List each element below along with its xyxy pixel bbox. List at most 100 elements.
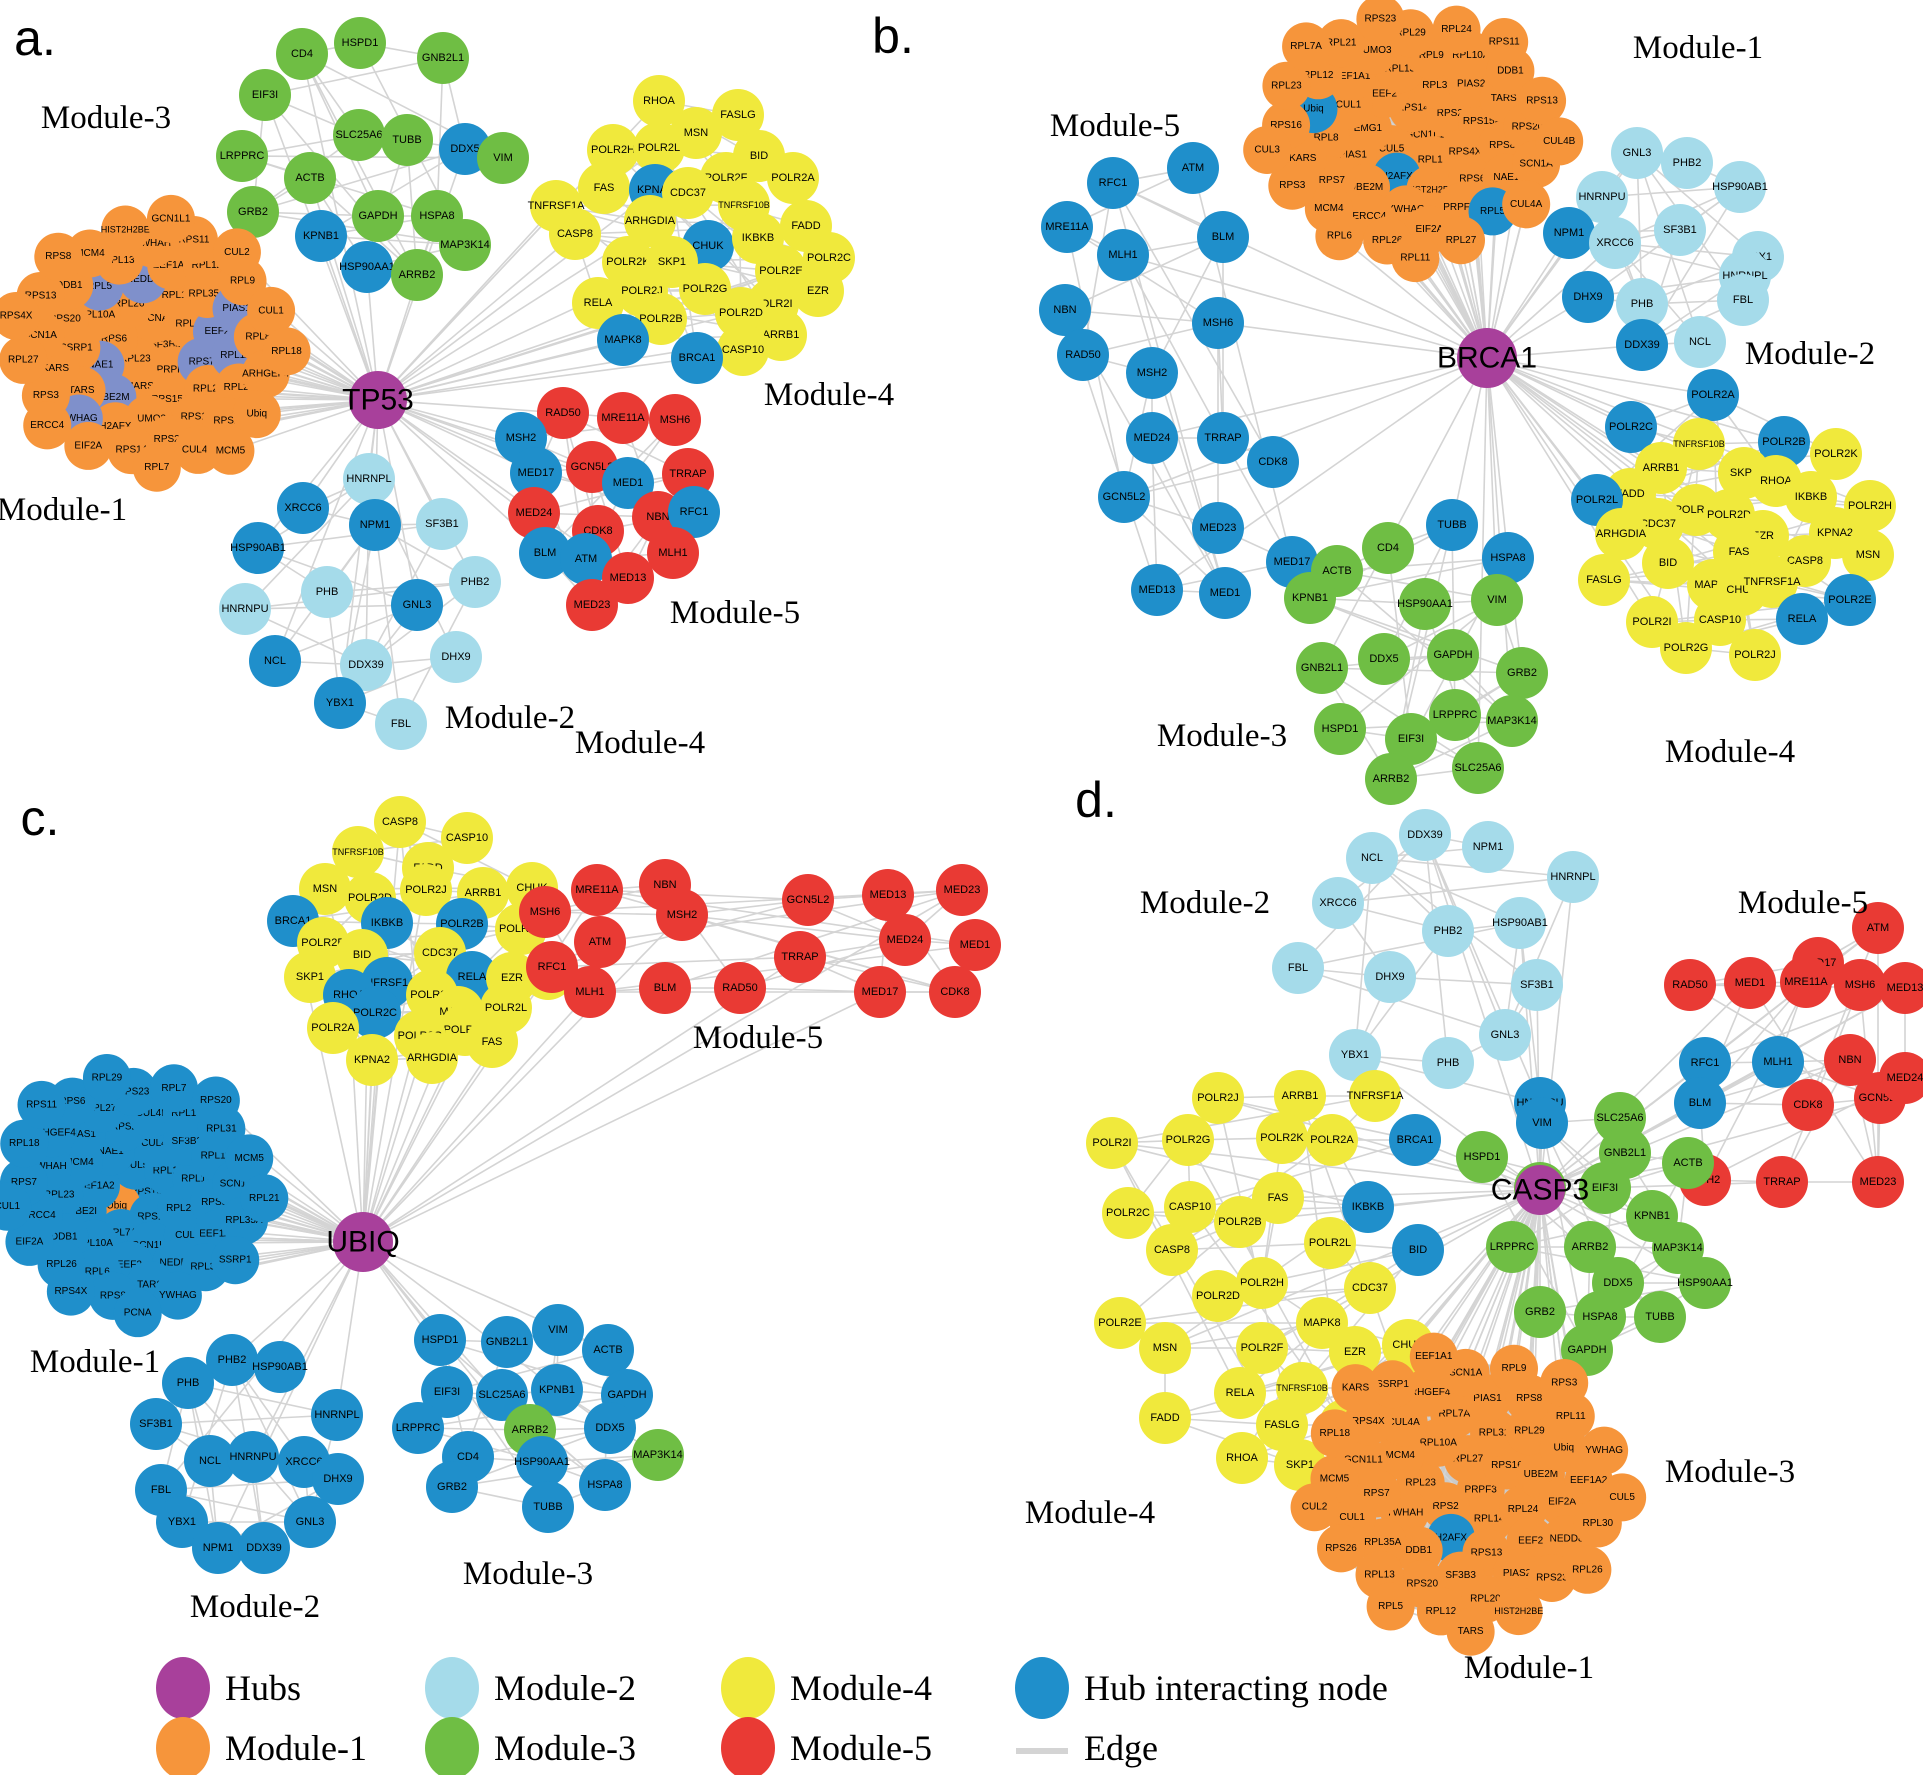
node-circle-RFC1[interactable] — [526, 941, 578, 993]
node-MRE11A[interactable]: MRE11A — [1041, 201, 1093, 253]
node-circle-POLR2H[interactable] — [1236, 1257, 1288, 1309]
node-ARHGDIA[interactable]: ARHGDIA — [624, 195, 676, 247]
node-circle-MAP3K14[interactable] — [1486, 695, 1538, 747]
node-circle-SF3B1[interactable] — [1654, 204, 1706, 256]
node-circle-RFC1[interactable] — [1679, 1037, 1731, 1089]
node-RPL7[interactable]: RPL7 — [149, 1064, 198, 1113]
node-NCL[interactable]: NCL — [249, 635, 301, 687]
node-HSP90AA1[interactable]: HSP90AA1 — [1677, 1257, 1733, 1309]
node-POLR2J[interactable]: POLR2J — [1192, 1072, 1244, 1124]
node-ARHGDIA[interactable]: ARHGDIA — [1595, 508, 1647, 560]
node-NCL[interactable]: NCL — [1674, 316, 1726, 368]
node-ATM[interactable]: ATM — [560, 533, 612, 585]
node-circle-RPL6[interactable] — [1315, 212, 1364, 261]
node-MED1[interactable]: MED1 — [949, 919, 1001, 971]
node-circle-GRB2[interactable] — [227, 186, 279, 238]
node-RPL23[interactable]: RPL23 — [1262, 61, 1311, 110]
node-circle-NBN[interactable] — [1824, 1034, 1876, 1086]
node-BLM[interactable]: BLM — [1674, 1077, 1726, 1129]
node-circle-MLH1[interactable] — [1097, 229, 1149, 281]
node-circle-MED23[interactable] — [936, 864, 988, 916]
node-circle-LRPPRC[interactable] — [216, 130, 268, 182]
node-EZR[interactable]: EZR — [792, 265, 844, 317]
node-circle-FBL[interactable] — [1272, 942, 1324, 994]
node-CUL4B[interactable]: CUL4B — [1535, 117, 1584, 166]
node-circle-RPL7A[interactable] — [1282, 22, 1331, 71]
node-circle-BLM[interactable] — [1674, 1077, 1726, 1129]
node-circle-RPS23[interactable] — [1356, 0, 1405, 44]
node-circle-MED24[interactable] — [1126, 412, 1178, 464]
node-circle-POLR2L[interactable] — [1304, 1217, 1356, 1269]
node-XRCC6[interactable]: XRCC6 — [277, 482, 329, 534]
node-circle-MRE11A[interactable] — [597, 392, 649, 444]
node-ACTB[interactable]: ACTB — [284, 152, 336, 204]
node-BRCA1[interactable]: BRCA1 — [671, 332, 723, 384]
node-circle-GAPDH[interactable] — [1427, 629, 1479, 681]
node-circle-EIF2A[interactable] — [5, 1217, 54, 1266]
node-FADD[interactable]: FADD — [1139, 1392, 1191, 1444]
node-GRB2[interactable]: GRB2 — [1514, 1286, 1566, 1338]
node-circle-KPNA2[interactable] — [346, 1034, 398, 1086]
node-circle-LRPPRC[interactable] — [1486, 1221, 1538, 1273]
node-VIM[interactable]: VIM — [477, 132, 529, 184]
node-circle-CD4[interactable] — [1362, 522, 1414, 574]
hub-BRCA1[interactable]: BRCA1 — [1437, 328, 1537, 388]
node-RPS13[interactable]: RPS13 — [1518, 76, 1567, 125]
node-circle-RAD50[interactable] — [1057, 329, 1109, 381]
node-circle-HSP90AA1[interactable] — [1399, 578, 1451, 630]
node-RPL5[interactable]: RPL5 — [1366, 1582, 1415, 1631]
node-circle-ACTB[interactable] — [1662, 1137, 1714, 1189]
node-circle-PHB[interactable] — [301, 566, 353, 618]
node-NCL[interactable]: NCL — [184, 1435, 236, 1487]
node-ARHGDIA[interactable]: ARHGDIA — [406, 1032, 458, 1084]
node-CDK8[interactable]: CDK8 — [1782, 1079, 1834, 1131]
node-circle-MED24[interactable] — [508, 487, 560, 539]
node-GRB2[interactable]: GRB2 — [1496, 647, 1548, 699]
node-MED13[interactable]: MED13 — [862, 869, 914, 921]
node-PCNA[interactable]: PCNA — [113, 1289, 162, 1338]
node-POLR2C[interactable]: POLR2C — [349, 987, 401, 1039]
node-circle-VIM[interactable] — [1471, 574, 1523, 626]
node-circle-HNRNPL[interactable] — [1547, 851, 1599, 903]
node-POLR2E[interactable]: POLR2E — [1824, 574, 1876, 626]
node-RPL24[interactable]: RPL24 — [1432, 5, 1481, 54]
node-circle-CUL1[interactable] — [247, 286, 296, 335]
hub-circle-UBIQ[interactable] — [333, 1212, 393, 1272]
node-circle-ACTB[interactable] — [582, 1324, 634, 1376]
node-circle-DDX39[interactable] — [1616, 319, 1668, 371]
node-circle-TRRAP[interactable] — [1197, 412, 1249, 464]
node-circle-CASP10[interactable] — [1164, 1181, 1216, 1233]
node-RPS11[interactable]: RPS11 — [1480, 18, 1529, 67]
node-EIF2A[interactable]: EIF2A — [64, 421, 113, 470]
node-RPS26[interactable]: RPS26 — [1317, 1524, 1366, 1573]
node-circle-SLC25A6[interactable] — [333, 109, 385, 161]
node-circle-DDX5[interactable] — [1358, 633, 1410, 685]
node-circle-EIF2A[interactable] — [64, 421, 113, 470]
node-TUBB[interactable]: TUBB — [522, 1481, 574, 1533]
node-SKP1[interactable]: SKP1 — [284, 951, 336, 1003]
node-MLH1[interactable]: MLH1 — [1752, 1036, 1804, 1088]
node-circle-CUL2[interactable] — [1290, 1483, 1339, 1532]
node-MED1[interactable]: MED1 — [602, 457, 654, 509]
node-circle-CUL3[interactable] — [1243, 125, 1292, 174]
node-MED1[interactable]: MED1 — [1199, 567, 1251, 619]
node-circle-MED13[interactable] — [1131, 564, 1183, 616]
node-POLR2F[interactable]: POLR2F — [1236, 1322, 1288, 1374]
node-PHB[interactable]: PHB — [301, 566, 353, 618]
node-circle-POLR2D[interactable] — [715, 287, 767, 339]
node-RPL27[interactable]: RPL27 — [1437, 216, 1486, 265]
node-circle-MSH2[interactable] — [656, 889, 708, 941]
node-RELA[interactable]: RELA — [1214, 1367, 1266, 1419]
node-YBX1[interactable]: YBX1 — [314, 677, 366, 729]
node-circle-KPNB1[interactable] — [295, 210, 347, 262]
node-circle-ARRB2[interactable] — [391, 249, 443, 301]
node-circle-FAS[interactable] — [466, 1016, 518, 1068]
node-RPL18[interactable]: RPL18 — [1310, 1409, 1359, 1458]
node-MED24[interactable]: MED24 — [1126, 412, 1178, 464]
node-circle-MSN[interactable] — [1139, 1322, 1191, 1374]
node-EIF3I[interactable]: EIF3I — [421, 1366, 473, 1418]
node-PHB2[interactable]: PHB2 — [449, 556, 501, 608]
node-circle-CASP10[interactable] — [441, 812, 493, 864]
node-SF3B1[interactable]: SF3B1 — [416, 498, 468, 550]
hub-CASP3[interactable]: CASP3 — [1491, 1165, 1589, 1215]
